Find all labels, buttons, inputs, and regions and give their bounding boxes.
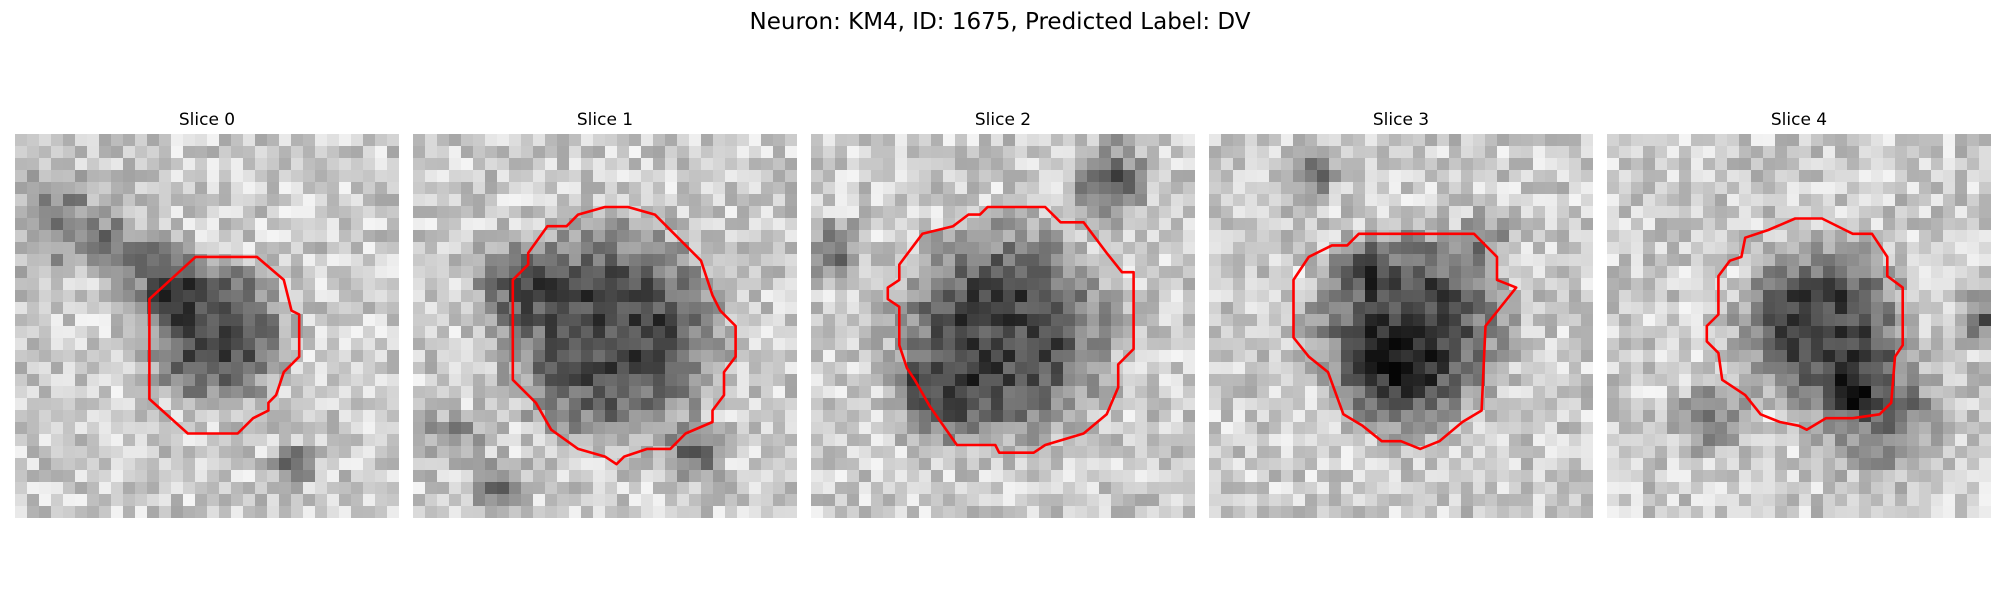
slice-image-0 [15,134,399,518]
pixel-grid [413,134,797,518]
pixel-grid [1209,134,1593,518]
roi-contour [148,255,301,435]
slice-image-4 [1607,134,1991,518]
roi-contour [886,205,1135,455]
panel-title: Slice 0 [178,110,236,130]
panel-title: Slice 4 [1770,110,1828,130]
pixel-grid [811,134,1195,518]
pixel-grid [1607,134,1991,518]
roi-contour [511,205,737,466]
slice-image-3 [1209,134,1593,518]
slice-image-2 [811,134,1195,518]
pixel-grid [15,134,399,518]
panel-title: Slice 3 [1372,110,1430,130]
figure-suptitle: Neuron: KM4, ID: 1675, Predicted Label: … [749,9,1251,35]
slice-image-1 [413,134,797,518]
panel-title: Slice 2 [974,110,1032,130]
roi-contour [1705,217,1905,432]
panel-title: Slice 1 [576,110,634,130]
roi-contour [1292,232,1518,451]
